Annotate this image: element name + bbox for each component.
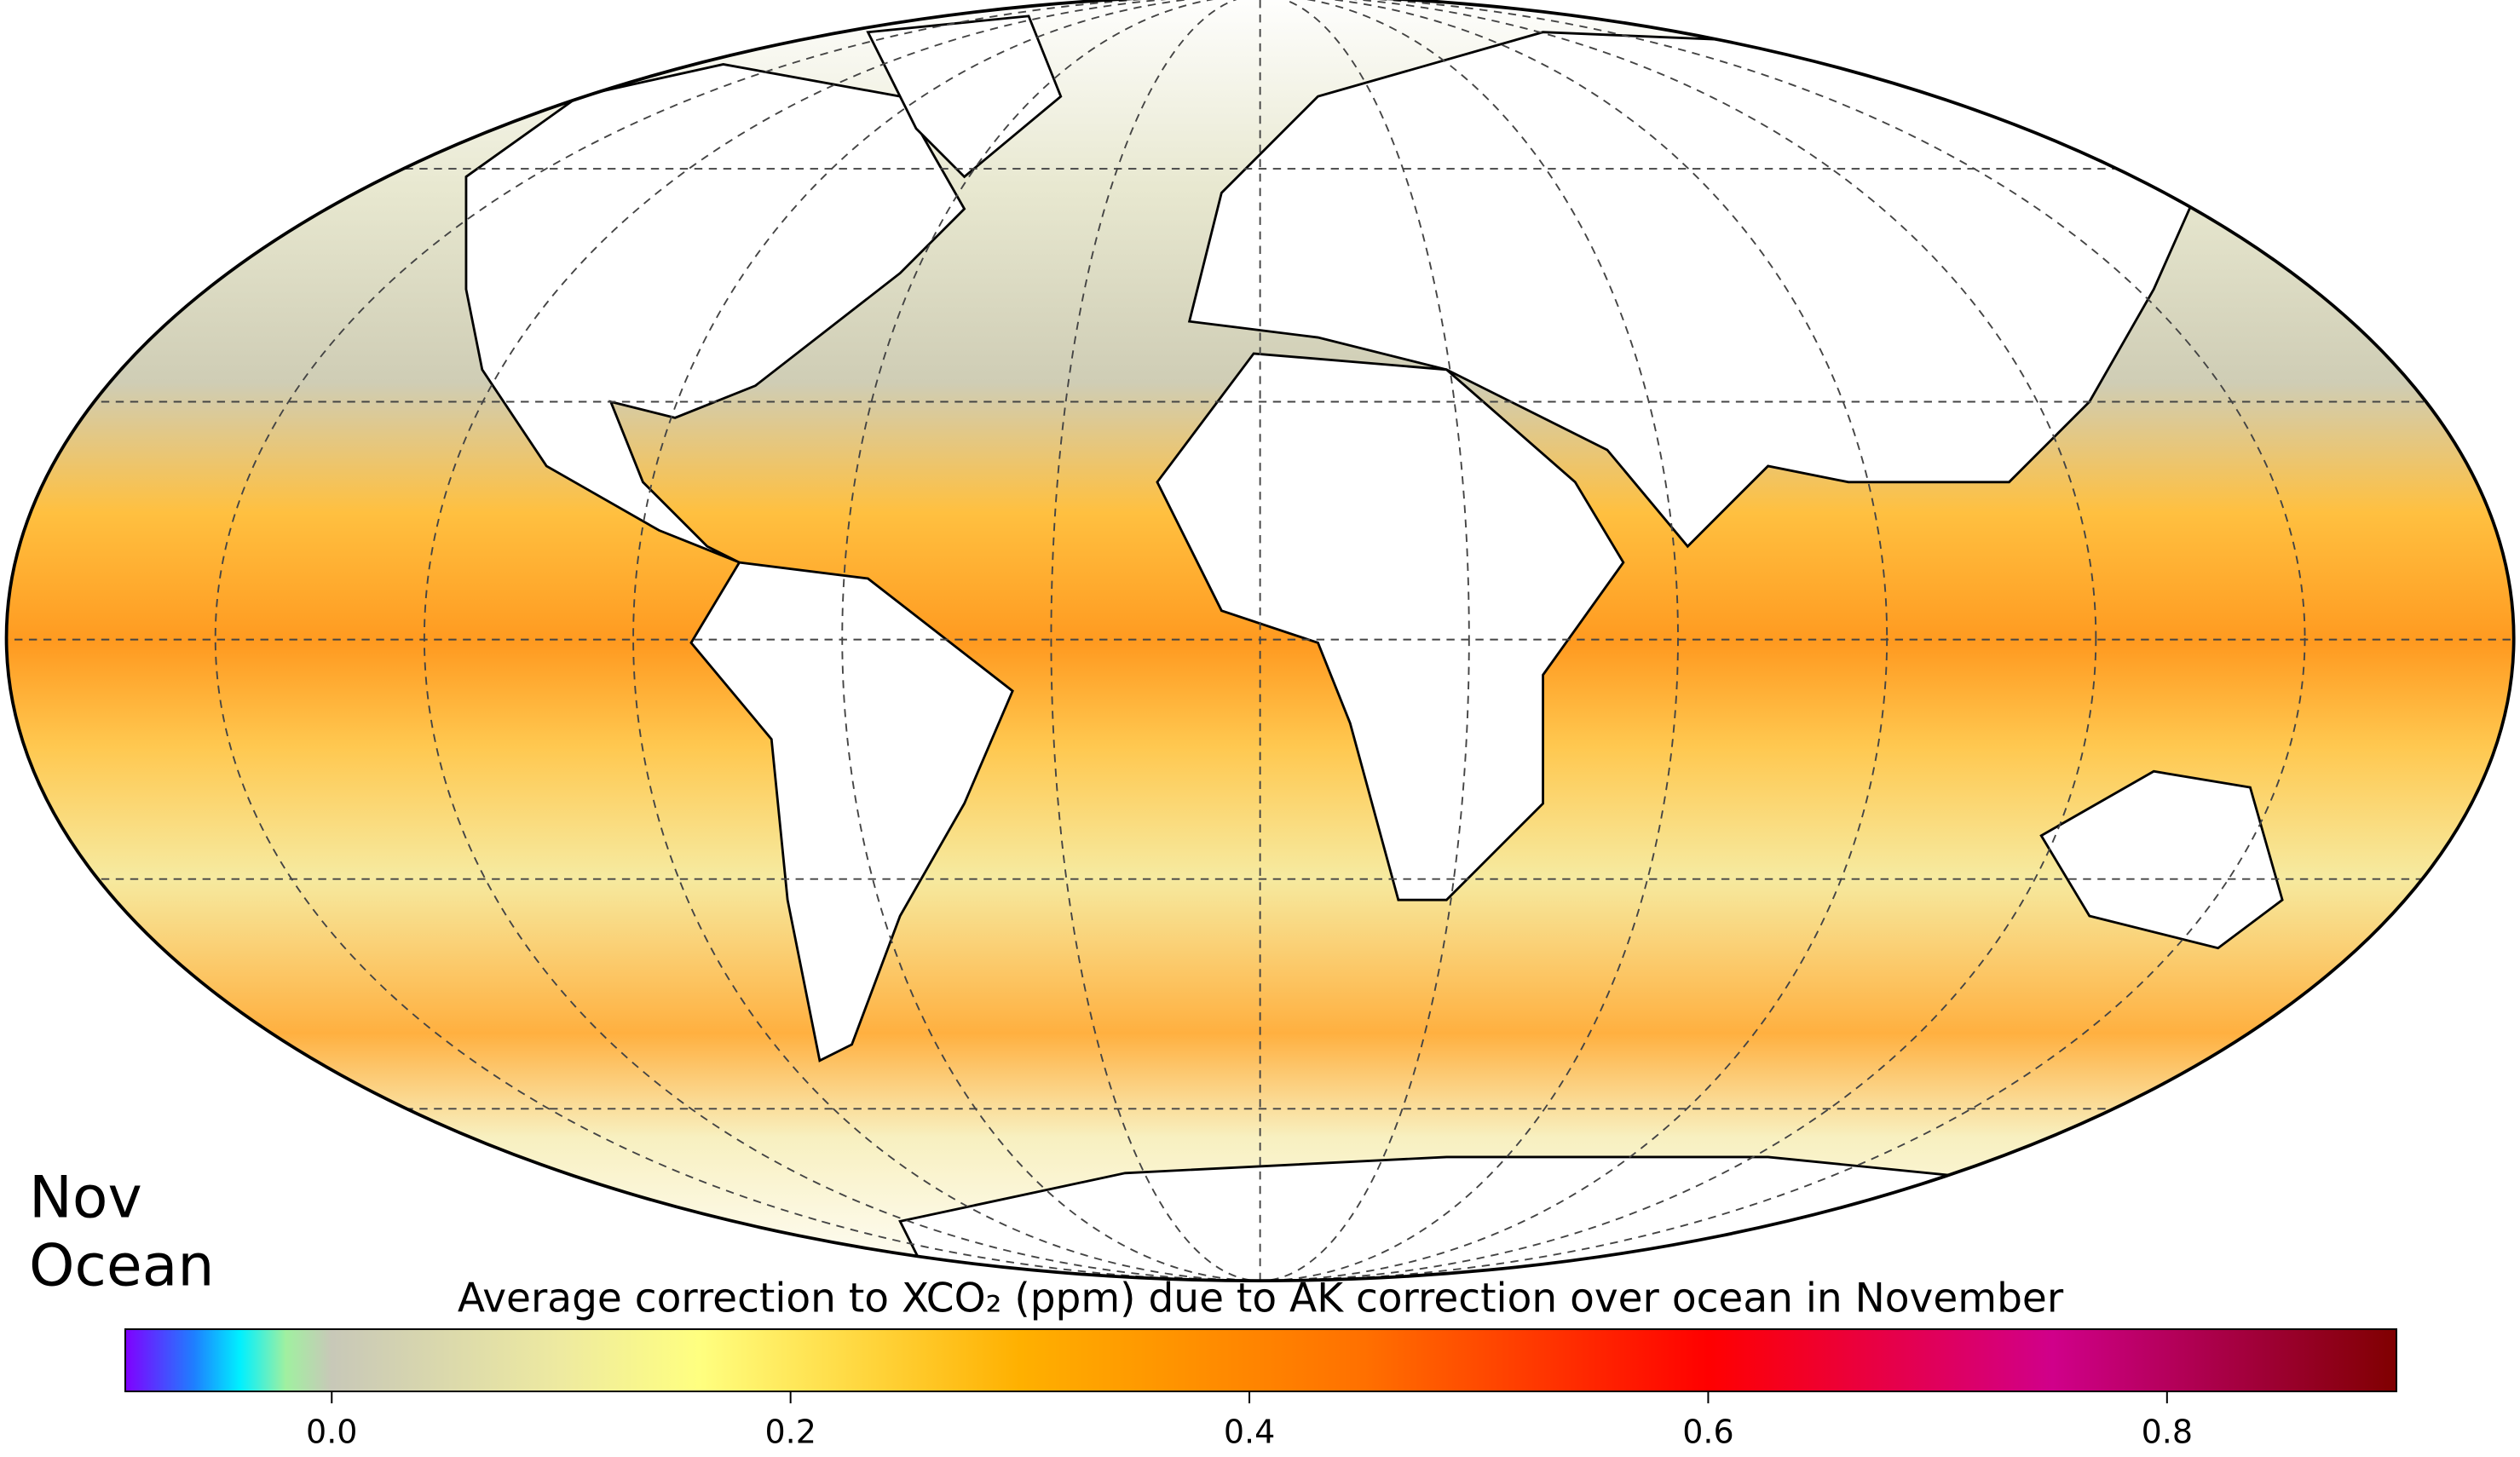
month-label: Nov bbox=[29, 1165, 142, 1232]
map-border bbox=[5, 0, 2516, 1282]
colorbar bbox=[124, 1328, 2397, 1392]
tick-label: 0.2 bbox=[764, 1414, 816, 1451]
graticule bbox=[6, 0, 2514, 1281]
tick-label: 0.0 bbox=[306, 1414, 357, 1451]
tick-label: 0.6 bbox=[1682, 1414, 1733, 1451]
land bbox=[464, 14, 2284, 1281]
map bbox=[5, 0, 2516, 1282]
tick-label: 0.4 bbox=[1224, 1414, 1275, 1451]
surface-label: Ocean bbox=[29, 1233, 215, 1300]
colorbar-title: Average correction to XCO₂ (ppm) due to … bbox=[458, 1276, 2064, 1322]
tick-label: 0.8 bbox=[2142, 1414, 2193, 1451]
